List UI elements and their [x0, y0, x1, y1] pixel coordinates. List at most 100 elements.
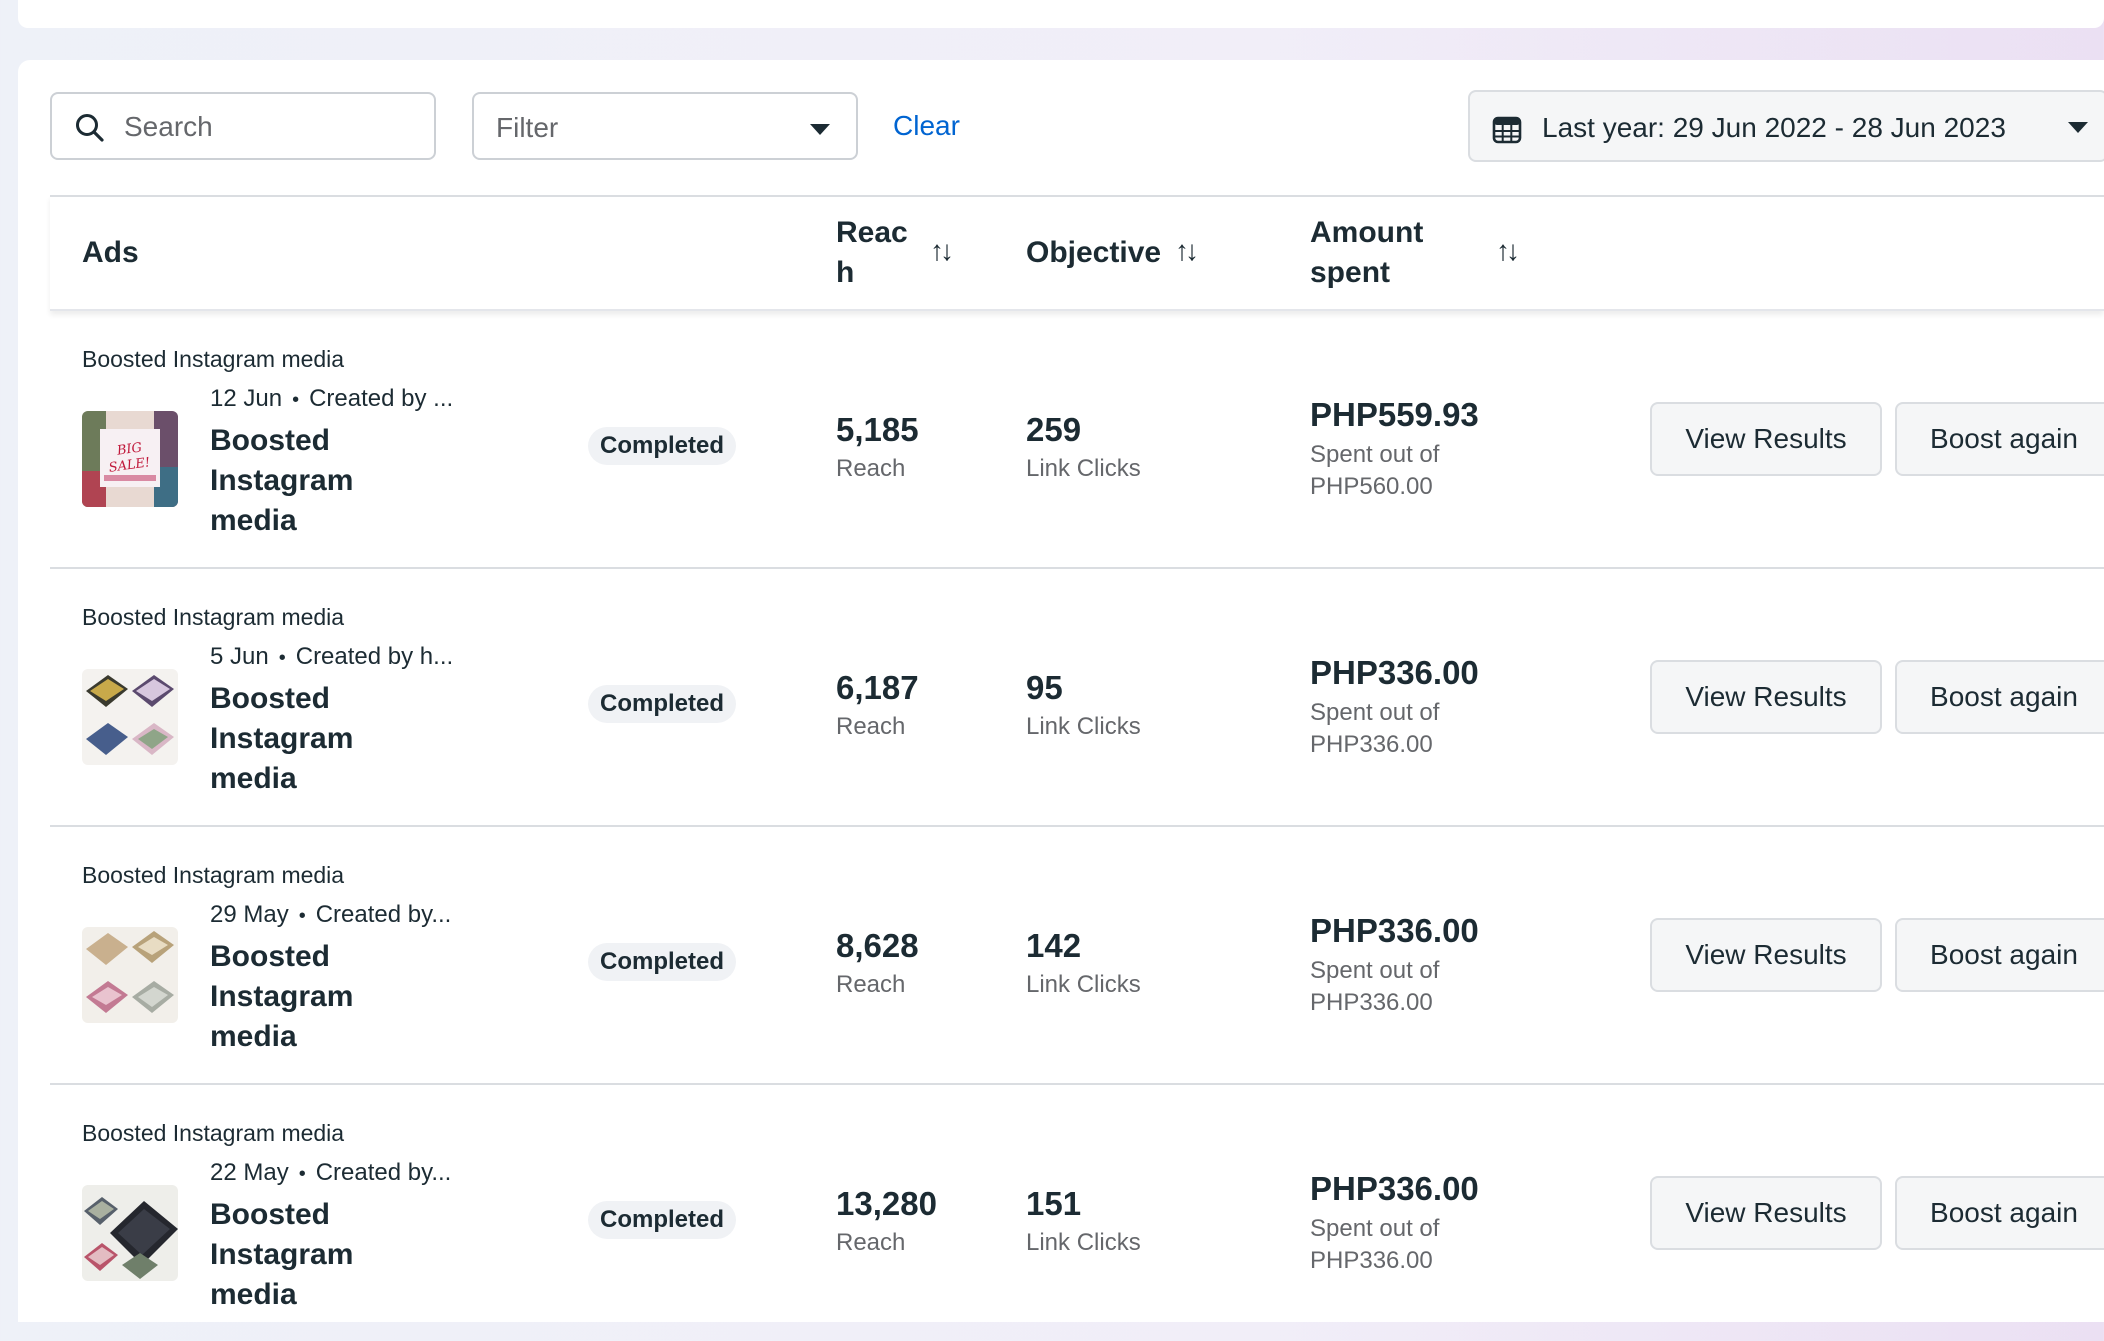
- ad-date: 29 May: [210, 901, 289, 928]
- amount-budget-label: Spent out of: [1310, 699, 1440, 726]
- amount-budget-label: Spent out of: [1310, 1215, 1440, 1242]
- table-row: Boosted Instagram media BIG SALE! 12 Jun…: [50, 311, 2104, 569]
- objective-value: 95: [1026, 669, 1063, 706]
- column-header-ads: Ads: [82, 236, 139, 269]
- ads-table: Ads Reac h ↑↓ Objective ↑↓ Amount spent …: [50, 195, 2104, 1341]
- ad-name[interactable]: Boosted Instagram media: [210, 937, 450, 1057]
- amount-budget: Spent out of PHP560.00: [1310, 439, 1510, 503]
- table-header: Ads Reac h ↑↓ Objective ↑↓ Amount spent …: [50, 195, 2104, 311]
- ad-creator[interactable]: Created by ...: [309, 385, 454, 412]
- filter-placeholder: Filter: [496, 112, 559, 143]
- ad-creator[interactable]: Created by...: [315, 1159, 452, 1186]
- ad-type-label: Boosted Instagram media: [82, 1120, 345, 1146]
- ad-name-line: Instagram: [210, 722, 354, 755]
- ad-name-line: Boosted: [210, 424, 330, 457]
- date-range-label: Last year: 29 Jun 2022 - 28 Jun 2023: [1542, 112, 2006, 143]
- objective-value: 142: [1026, 927, 1082, 964]
- svg-text:SALE!: SALE!: [108, 455, 151, 476]
- ad-date: 5 Jun: [210, 643, 269, 670]
- table-row: Boosted Instagram media 22 May • Created b…: [50, 1085, 2104, 1341]
- objective-label: Link Clicks: [1026, 713, 1141, 740]
- ad-name-line: media: [210, 1020, 297, 1053]
- status-badge: Completed: [588, 685, 737, 723]
- caret-down-icon: [810, 124, 830, 135]
- column-header-amount-spent[interactable]: Amount spent: [1310, 213, 1423, 293]
- ad-creator[interactable]: Created by...: [315, 901, 452, 928]
- ad-creator[interactable]: Created by h...: [295, 643, 454, 670]
- amount-budget-value: PHP336.00: [1310, 989, 1433, 1016]
- amount-spent: PHP559.93: [1310, 396, 1479, 433]
- ad-name[interactable]: Boosted Instagram media: [210, 421, 450, 541]
- ad-thumbnail[interactable]: BIG SALE!: [82, 411, 178, 507]
- reach-value: 5,185: [836, 411, 919, 448]
- reach-label: Reach: [836, 713, 906, 740]
- boost-again-button[interactable]: Boost again: [1895, 402, 2104, 476]
- status-badge: Completed: [588, 943, 737, 981]
- ad-meta: 5 Jun • Created by h...: [210, 643, 453, 671]
- sort-amount-icon[interactable]: ↑↓: [1496, 235, 1520, 266]
- boost-again-button[interactable]: Boost again: [1895, 1176, 2104, 1250]
- ad-name-line: media: [210, 504, 297, 537]
- ad-thumbnail[interactable]: [82, 927, 178, 1023]
- view-results-button[interactable]: View Results: [1650, 1176, 1882, 1250]
- separator-dot: •: [298, 1163, 306, 1185]
- ad-type-label: Boosted Instagram media: [82, 346, 345, 372]
- reach-header-line1: Reac: [836, 216, 908, 249]
- search-input[interactable]: [122, 106, 416, 148]
- amount-budget-value: PHP560.00: [1310, 473, 1433, 500]
- filter-dropdown[interactable]: Filter: [472, 92, 858, 160]
- ad-name-line: Boosted: [210, 682, 330, 715]
- separator-dot: •: [292, 389, 300, 411]
- column-header-objective[interactable]: Objective: [1026, 236, 1162, 269]
- reach-value: 13,280: [836, 1185, 937, 1222]
- ad-thumbnail[interactable]: [82, 1185, 178, 1281]
- ad-name[interactable]: Boosted Instagram media: [210, 1195, 450, 1315]
- amount-budget: Spent out of PHP336.00: [1310, 697, 1510, 761]
- clear-button[interactable]: Clear: [893, 110, 960, 141]
- ad-thumbnail-image: [82, 1185, 178, 1281]
- ad-name-line: Instagram: [210, 464, 354, 497]
- search-icon: [76, 114, 104, 142]
- boost-again-button[interactable]: Boost again: [1895, 660, 2104, 734]
- ad-name-line: media: [210, 1278, 297, 1311]
- objective-value: 151: [1026, 1185, 1082, 1222]
- sort-reach-icon[interactable]: ↑↓: [930, 235, 954, 266]
- ad-name-line: Boosted: [210, 940, 330, 973]
- separator-dot: •: [298, 905, 306, 927]
- ad-name[interactable]: Boosted Instagram media: [210, 679, 450, 799]
- status-badge: Completed: [588, 1201, 737, 1239]
- ad-date: 12 Jun: [210, 385, 283, 412]
- ad-type-label: Boosted Instagram media: [82, 862, 345, 888]
- reach-header-line2: h: [836, 256, 855, 289]
- toolbar: Filter Clear Last year: 29 Jun 2022 - 28…: [18, 60, 2104, 200]
- amount-budget-value: PHP336.00: [1310, 1247, 1433, 1274]
- amount-header-line2: spent: [1310, 256, 1391, 289]
- table-row: Boosted Instagram media 29 May • Created b…: [50, 827, 2104, 1085]
- ad-thumbnail-image: BIG SALE!: [82, 411, 178, 507]
- status-badge: Completed: [588, 427, 737, 465]
- ad-meta: 29 May • Created by...: [210, 901, 451, 929]
- amount-budget-value: PHP336.00: [1310, 731, 1433, 758]
- caret-down-icon: [2068, 122, 2088, 133]
- separator-dot: •: [278, 647, 286, 669]
- calendar-icon: [1492, 116, 1522, 144]
- objective-value: 259: [1026, 411, 1082, 448]
- ad-meta: 12 Jun • Created by ...: [210, 385, 453, 413]
- sort-objective-icon[interactable]: ↑↓: [1175, 235, 1199, 266]
- view-results-button[interactable]: View Results: [1650, 918, 1882, 992]
- view-results-button[interactable]: View Results: [1650, 660, 1882, 734]
- table-row: Boosted Instagram media 5 Jun • Created by…: [50, 569, 2104, 827]
- ad-thumbnail[interactable]: [82, 669, 178, 765]
- reach-label: Reach: [836, 455, 906, 482]
- view-results-button[interactable]: View Results: [1650, 402, 1882, 476]
- search-box[interactable]: [50, 92, 436, 160]
- ad-meta: 22 May • Created by...: [210, 1159, 451, 1187]
- svg-text:BIG: BIG: [115, 440, 143, 458]
- column-header-reach[interactable]: Reac h: [836, 213, 908, 293]
- ads-panel: Filter Clear Last year: 29 Jun 2022 - 28…: [18, 60, 2104, 1322]
- ad-thumbnail-image: [82, 669, 178, 765]
- amount-budget-label: Spent out of: [1310, 957, 1440, 984]
- boost-again-button[interactable]: Boost again: [1895, 918, 2104, 992]
- ad-date: 22 May: [210, 1159, 289, 1186]
- date-range-picker[interactable]: Last year: 29 Jun 2022 - 28 Jun 2023: [1468, 90, 2104, 162]
